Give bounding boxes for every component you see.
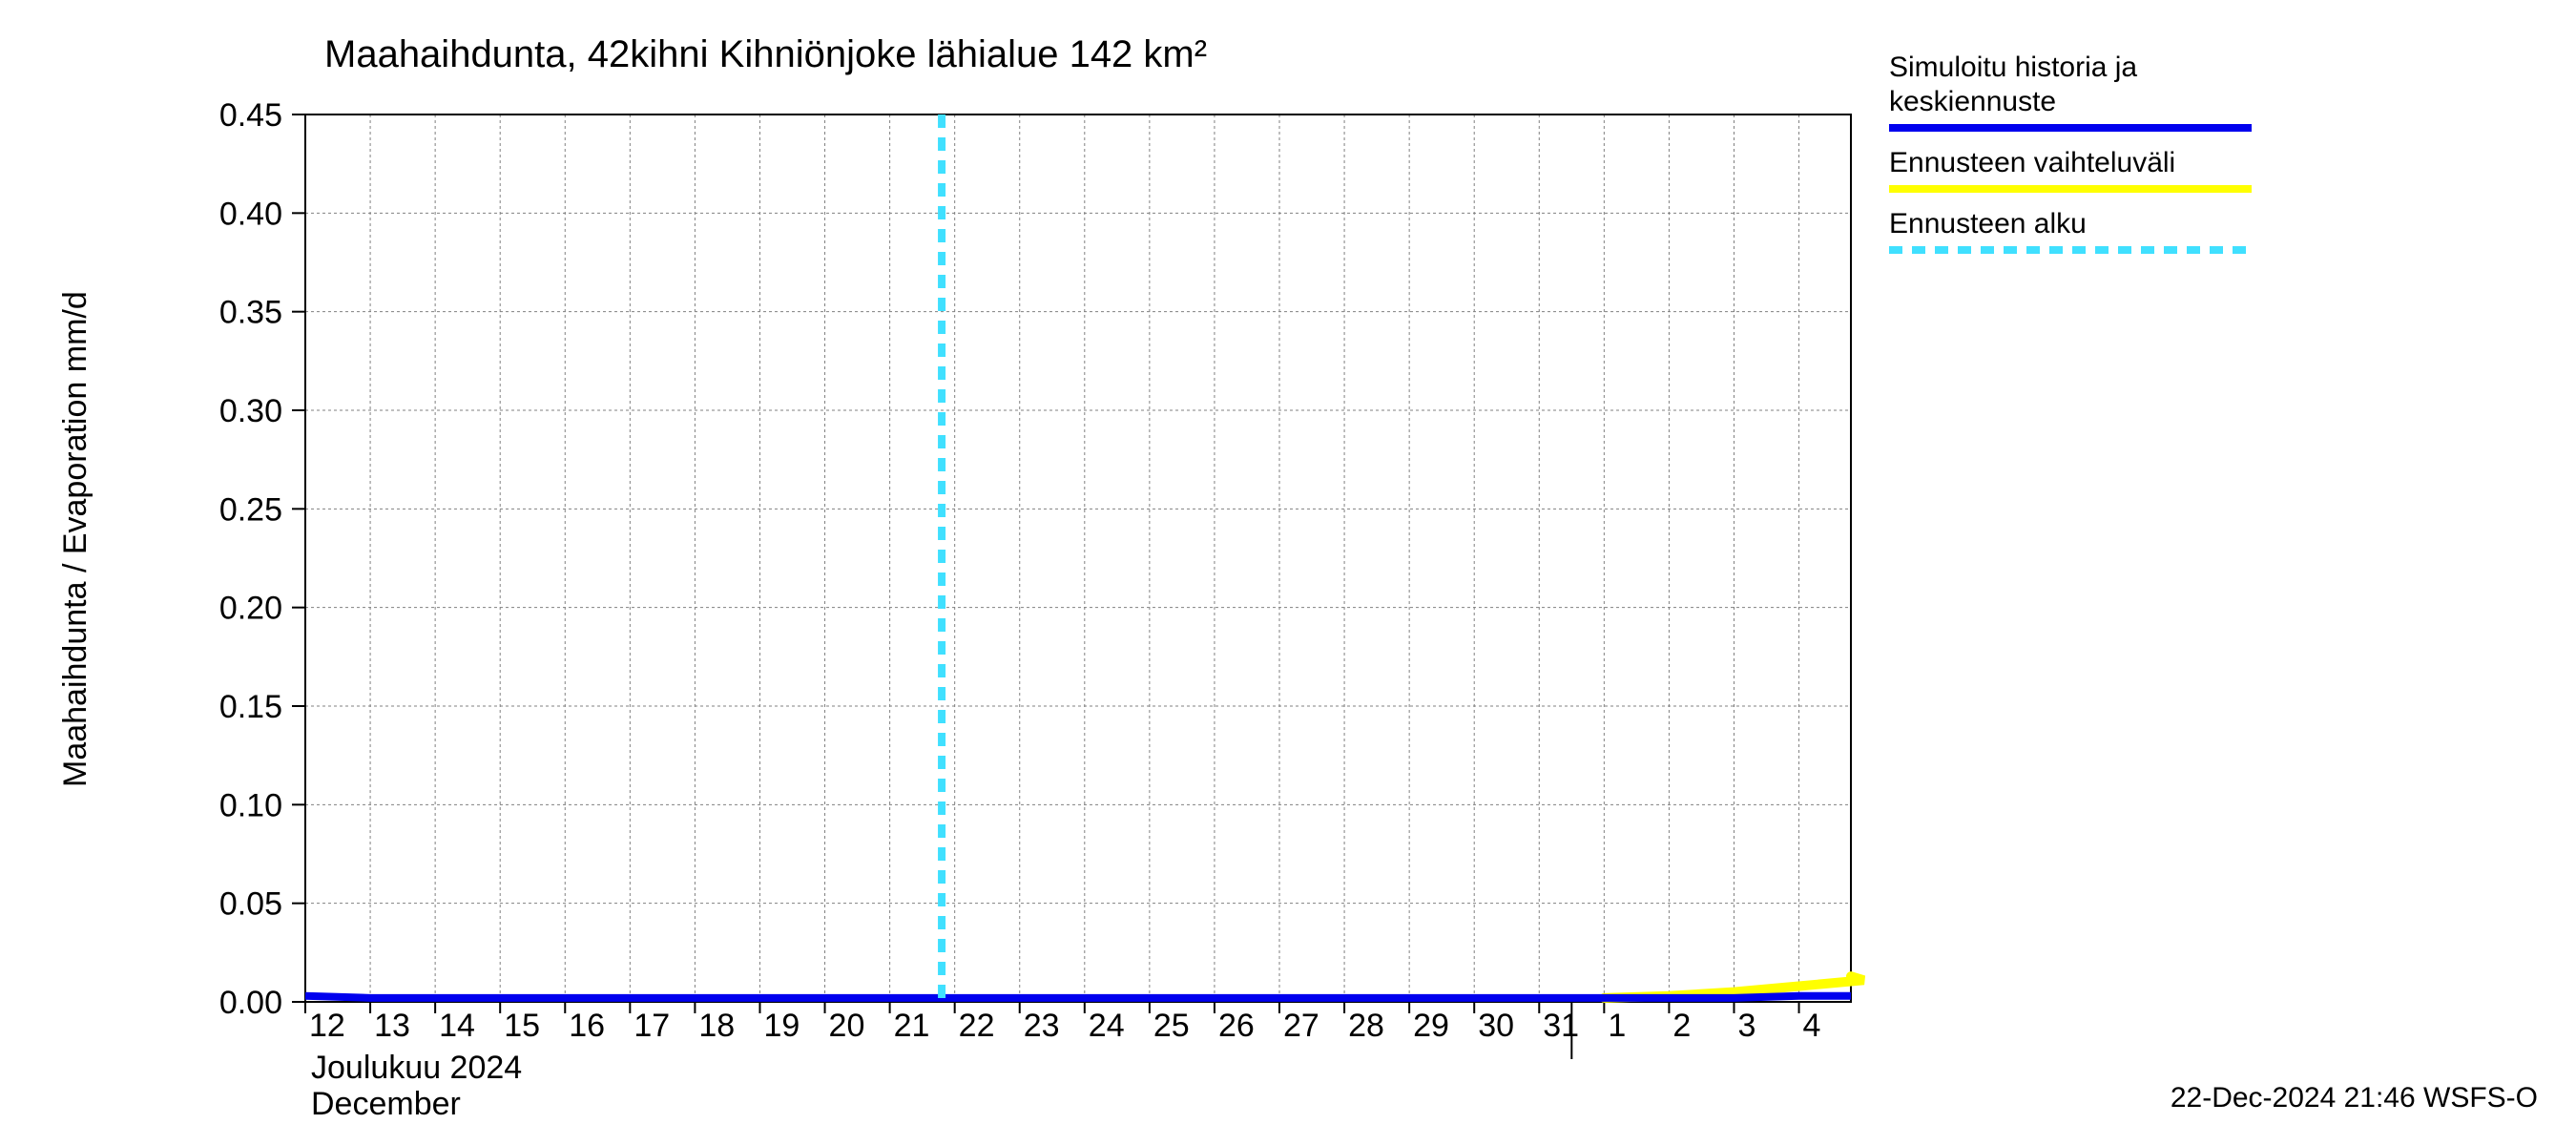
svg-text:12: 12: [309, 1008, 345, 1044]
svg-text:0.10: 0.10: [219, 787, 282, 823]
chart-svg: 0.00 0.05 0.10 0.15 0.20 0.25 0.30 0.35 0.40 0.45…: [0, 0, 2576, 1145]
svg-text:2: 2: [1672, 1008, 1691, 1044]
svg-text:4: 4: [1803, 1008, 1821, 1044]
svg-text:20: 20: [829, 1008, 865, 1044]
svg-text:0.20: 0.20: [219, 591, 282, 627]
svg-text:27: 27: [1283, 1008, 1319, 1044]
svg-text:14: 14: [439, 1008, 475, 1044]
svg-text:28: 28: [1348, 1008, 1384, 1044]
svg-text:December: December: [311, 1086, 461, 1122]
svg-text:0.05: 0.05: [219, 886, 282, 923]
svg-text:16: 16: [569, 1008, 605, 1044]
svg-text:Simuloitu historia ja: Simuloitu historia ja: [1889, 52, 2137, 83]
svg-text:1: 1: [1608, 1008, 1626, 1044]
svg-text:Ennusteen vaihteluväli: Ennusteen vaihteluväli: [1889, 147, 2175, 178]
svg-text:15: 15: [504, 1008, 540, 1044]
svg-text:0.40: 0.40: [219, 196, 282, 232]
svg-text:0.00: 0.00: [219, 985, 282, 1021]
svg-text:0.45: 0.45: [219, 97, 282, 134]
svg-text:22: 22: [959, 1008, 995, 1044]
svg-text:Maahaihdunta, 42kihni Kihniönj: Maahaihdunta, 42kihni Kihniönjoke lähial…: [324, 33, 1207, 75]
svg-text:Maahaihdunta / Evaporation m: Maahaihdunta / Evaporation mm/d: [57, 291, 93, 787]
svg-text:18: 18: [698, 1008, 735, 1044]
svg-text:13: 13: [374, 1008, 410, 1044]
svg-text:17: 17: [634, 1008, 670, 1044]
svg-text:21: 21: [894, 1008, 930, 1044]
svg-text:30: 30: [1478, 1008, 1514, 1044]
svg-text:22-Dec-2024 21:46 WSFS-O: 22-Dec-2024 21:46 WSFS-O: [2171, 1082, 2538, 1114]
svg-text:29: 29: [1413, 1008, 1449, 1044]
svg-text:3: 3: [1737, 1008, 1755, 1044]
svg-text:31: 31: [1543, 1008, 1579, 1044]
svg-text:26: 26: [1218, 1008, 1255, 1044]
svg-text:0.35: 0.35: [219, 295, 282, 331]
svg-text:23: 23: [1024, 1008, 1060, 1044]
chart-container: 0.00 0.05 0.10 0.15 0.20 0.25 0.30 0.35 0.40 0.45…: [0, 0, 2576, 1145]
svg-text:24: 24: [1089, 1008, 1125, 1044]
svg-text:Ennusteen alku: Ennusteen alku: [1889, 208, 2087, 239]
svg-text:0.25: 0.25: [219, 491, 282, 528]
svg-text:keskiennuste: keskiennuste: [1889, 86, 2056, 117]
svg-text:25: 25: [1153, 1008, 1190, 1044]
svg-text:Joulukuu 2024: Joulukuu 2024: [311, 1050, 522, 1086]
svg-text:19: 19: [763, 1008, 800, 1044]
svg-text:0.30: 0.30: [219, 393, 282, 429]
svg-text:0.15: 0.15: [219, 689, 282, 725]
